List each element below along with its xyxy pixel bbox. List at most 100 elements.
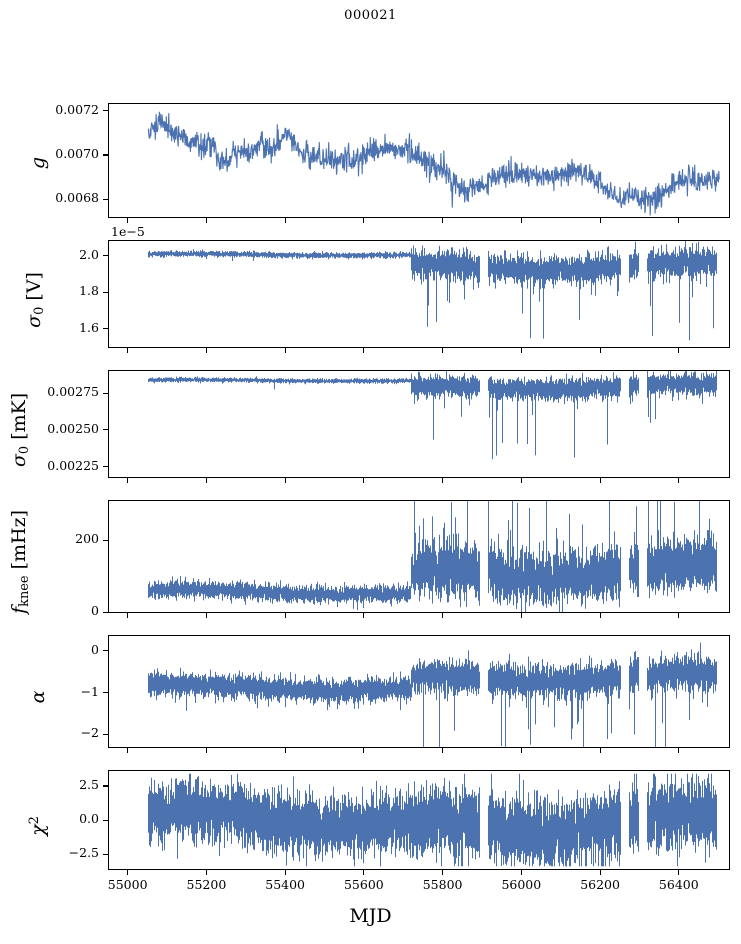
x-tick-mark xyxy=(442,870,444,875)
x-tick-mark xyxy=(599,348,601,353)
y-tick-mark xyxy=(103,611,108,613)
x-tick-mark xyxy=(127,613,129,618)
x-tick-mark xyxy=(363,348,365,353)
x-tick-mark xyxy=(284,613,286,618)
x-tick-mark xyxy=(205,218,207,223)
x-tick-mark xyxy=(520,613,522,618)
x-tick-mark xyxy=(363,748,365,753)
y-tick-label: −2.5 xyxy=(68,845,99,861)
y-tick-label: 0.0070 xyxy=(55,145,99,161)
x-tick-mark xyxy=(520,870,522,875)
x-tick-mark xyxy=(205,748,207,753)
plot-panel-chi2 xyxy=(108,770,730,870)
y-tick-mark xyxy=(103,255,108,257)
x-tick-mark xyxy=(127,748,129,753)
y-tick-mark xyxy=(103,392,108,394)
x-tick-mark xyxy=(284,478,286,483)
y-tick-label: 2.5 xyxy=(79,776,99,792)
y-tick-label: 0.0072 xyxy=(55,101,99,117)
x-tick-mark xyxy=(205,870,207,875)
x-tick-mark xyxy=(678,218,680,223)
y-tick-label: 1.8 xyxy=(79,283,99,299)
y-tick-label: 0.00275 xyxy=(47,384,99,400)
y-tick-label: 1.6 xyxy=(79,319,99,335)
y-tick-label: 0.00250 xyxy=(47,420,99,436)
y-tick-mark xyxy=(103,466,108,468)
x-tick-label: 55200 xyxy=(186,877,227,892)
x-tick-mark xyxy=(599,870,601,875)
y-tick-label: 0.0068 xyxy=(55,190,99,206)
x-tick-mark xyxy=(127,218,129,223)
x-tick-mark xyxy=(205,613,207,618)
x-tick-mark xyxy=(678,748,680,753)
x-tick-mark xyxy=(284,748,286,753)
y-tick-mark xyxy=(103,650,108,652)
y-tick-mark xyxy=(103,198,108,200)
y-axis-label-g: g xyxy=(27,156,49,170)
x-tick-mark xyxy=(442,613,444,618)
x-tick-mark xyxy=(442,218,444,223)
y-tick-mark xyxy=(103,429,108,431)
y-tick-mark xyxy=(103,154,108,156)
plot-panel-fknee xyxy=(108,500,730,613)
y-tick-label: −2 xyxy=(80,725,99,741)
x-tick-label: 55600 xyxy=(343,877,384,892)
x-tick-mark xyxy=(442,748,444,753)
y-tick-mark xyxy=(103,110,108,112)
y-tick-mark xyxy=(103,819,108,821)
y-tick-mark xyxy=(103,733,108,736)
x-tick-mark xyxy=(363,613,365,618)
x-tick-mark xyxy=(284,870,286,875)
x-tick-mark xyxy=(678,870,680,875)
x-tick-mark xyxy=(442,348,444,353)
x-tick-mark xyxy=(127,478,129,483)
x-tick-mark xyxy=(442,478,444,483)
x-tick-mark xyxy=(363,478,365,483)
x-tick-mark xyxy=(599,748,601,753)
plot-panel-sigma0-mk xyxy=(108,370,730,478)
y-tick-label: 0.00225 xyxy=(47,457,99,473)
y-tick-mark xyxy=(103,328,108,330)
y-tick-label: −1 xyxy=(80,683,99,699)
offset-text-panel-2: 1e−5 xyxy=(111,224,145,239)
x-tick-label: 56000 xyxy=(501,877,542,892)
figure-title: 000021 xyxy=(344,8,397,23)
y-tick-mark xyxy=(103,785,108,787)
plot-panel-g xyxy=(108,103,730,218)
x-tick-mark xyxy=(599,218,601,223)
x-tick-mark xyxy=(520,748,522,753)
x-tick-label: 56200 xyxy=(580,877,620,892)
x-tick-label: 55000 xyxy=(107,877,148,892)
x-tick-mark xyxy=(520,348,522,353)
y-tick-label: 2.0 xyxy=(79,246,99,262)
x-tick-mark xyxy=(284,348,286,353)
x-tick-mark xyxy=(678,348,680,353)
x-axis-label: MJD xyxy=(349,905,392,927)
x-tick-mark xyxy=(520,478,522,483)
x-tick-mark xyxy=(678,478,680,483)
y-tick-mark xyxy=(103,539,108,541)
y-tick-mark xyxy=(103,692,108,694)
x-tick-label: 56400 xyxy=(658,877,699,892)
x-tick-mark xyxy=(678,613,680,618)
y-tick-label: 0 xyxy=(91,641,99,657)
x-tick-mark xyxy=(363,218,365,223)
y-tick-mark xyxy=(103,291,108,293)
plot-panel-sigma0-v xyxy=(108,240,730,348)
x-tick-mark xyxy=(205,478,207,483)
plot-panel-alpha xyxy=(108,635,730,748)
x-tick-mark xyxy=(363,870,365,875)
x-tick-mark xyxy=(127,870,129,875)
x-tick-mark xyxy=(205,348,207,353)
x-tick-mark xyxy=(127,348,129,353)
x-tick-mark xyxy=(599,613,601,618)
x-tick-mark xyxy=(520,218,522,223)
x-tick-label: 55400 xyxy=(265,877,306,892)
x-tick-mark xyxy=(599,478,601,483)
y-tick-label: 200 xyxy=(75,531,99,547)
x-tick-mark xyxy=(284,218,286,223)
y-tick-mark xyxy=(103,853,108,855)
x-tick-label: 55800 xyxy=(422,877,463,892)
y-tick-label: 0 xyxy=(91,603,99,618)
